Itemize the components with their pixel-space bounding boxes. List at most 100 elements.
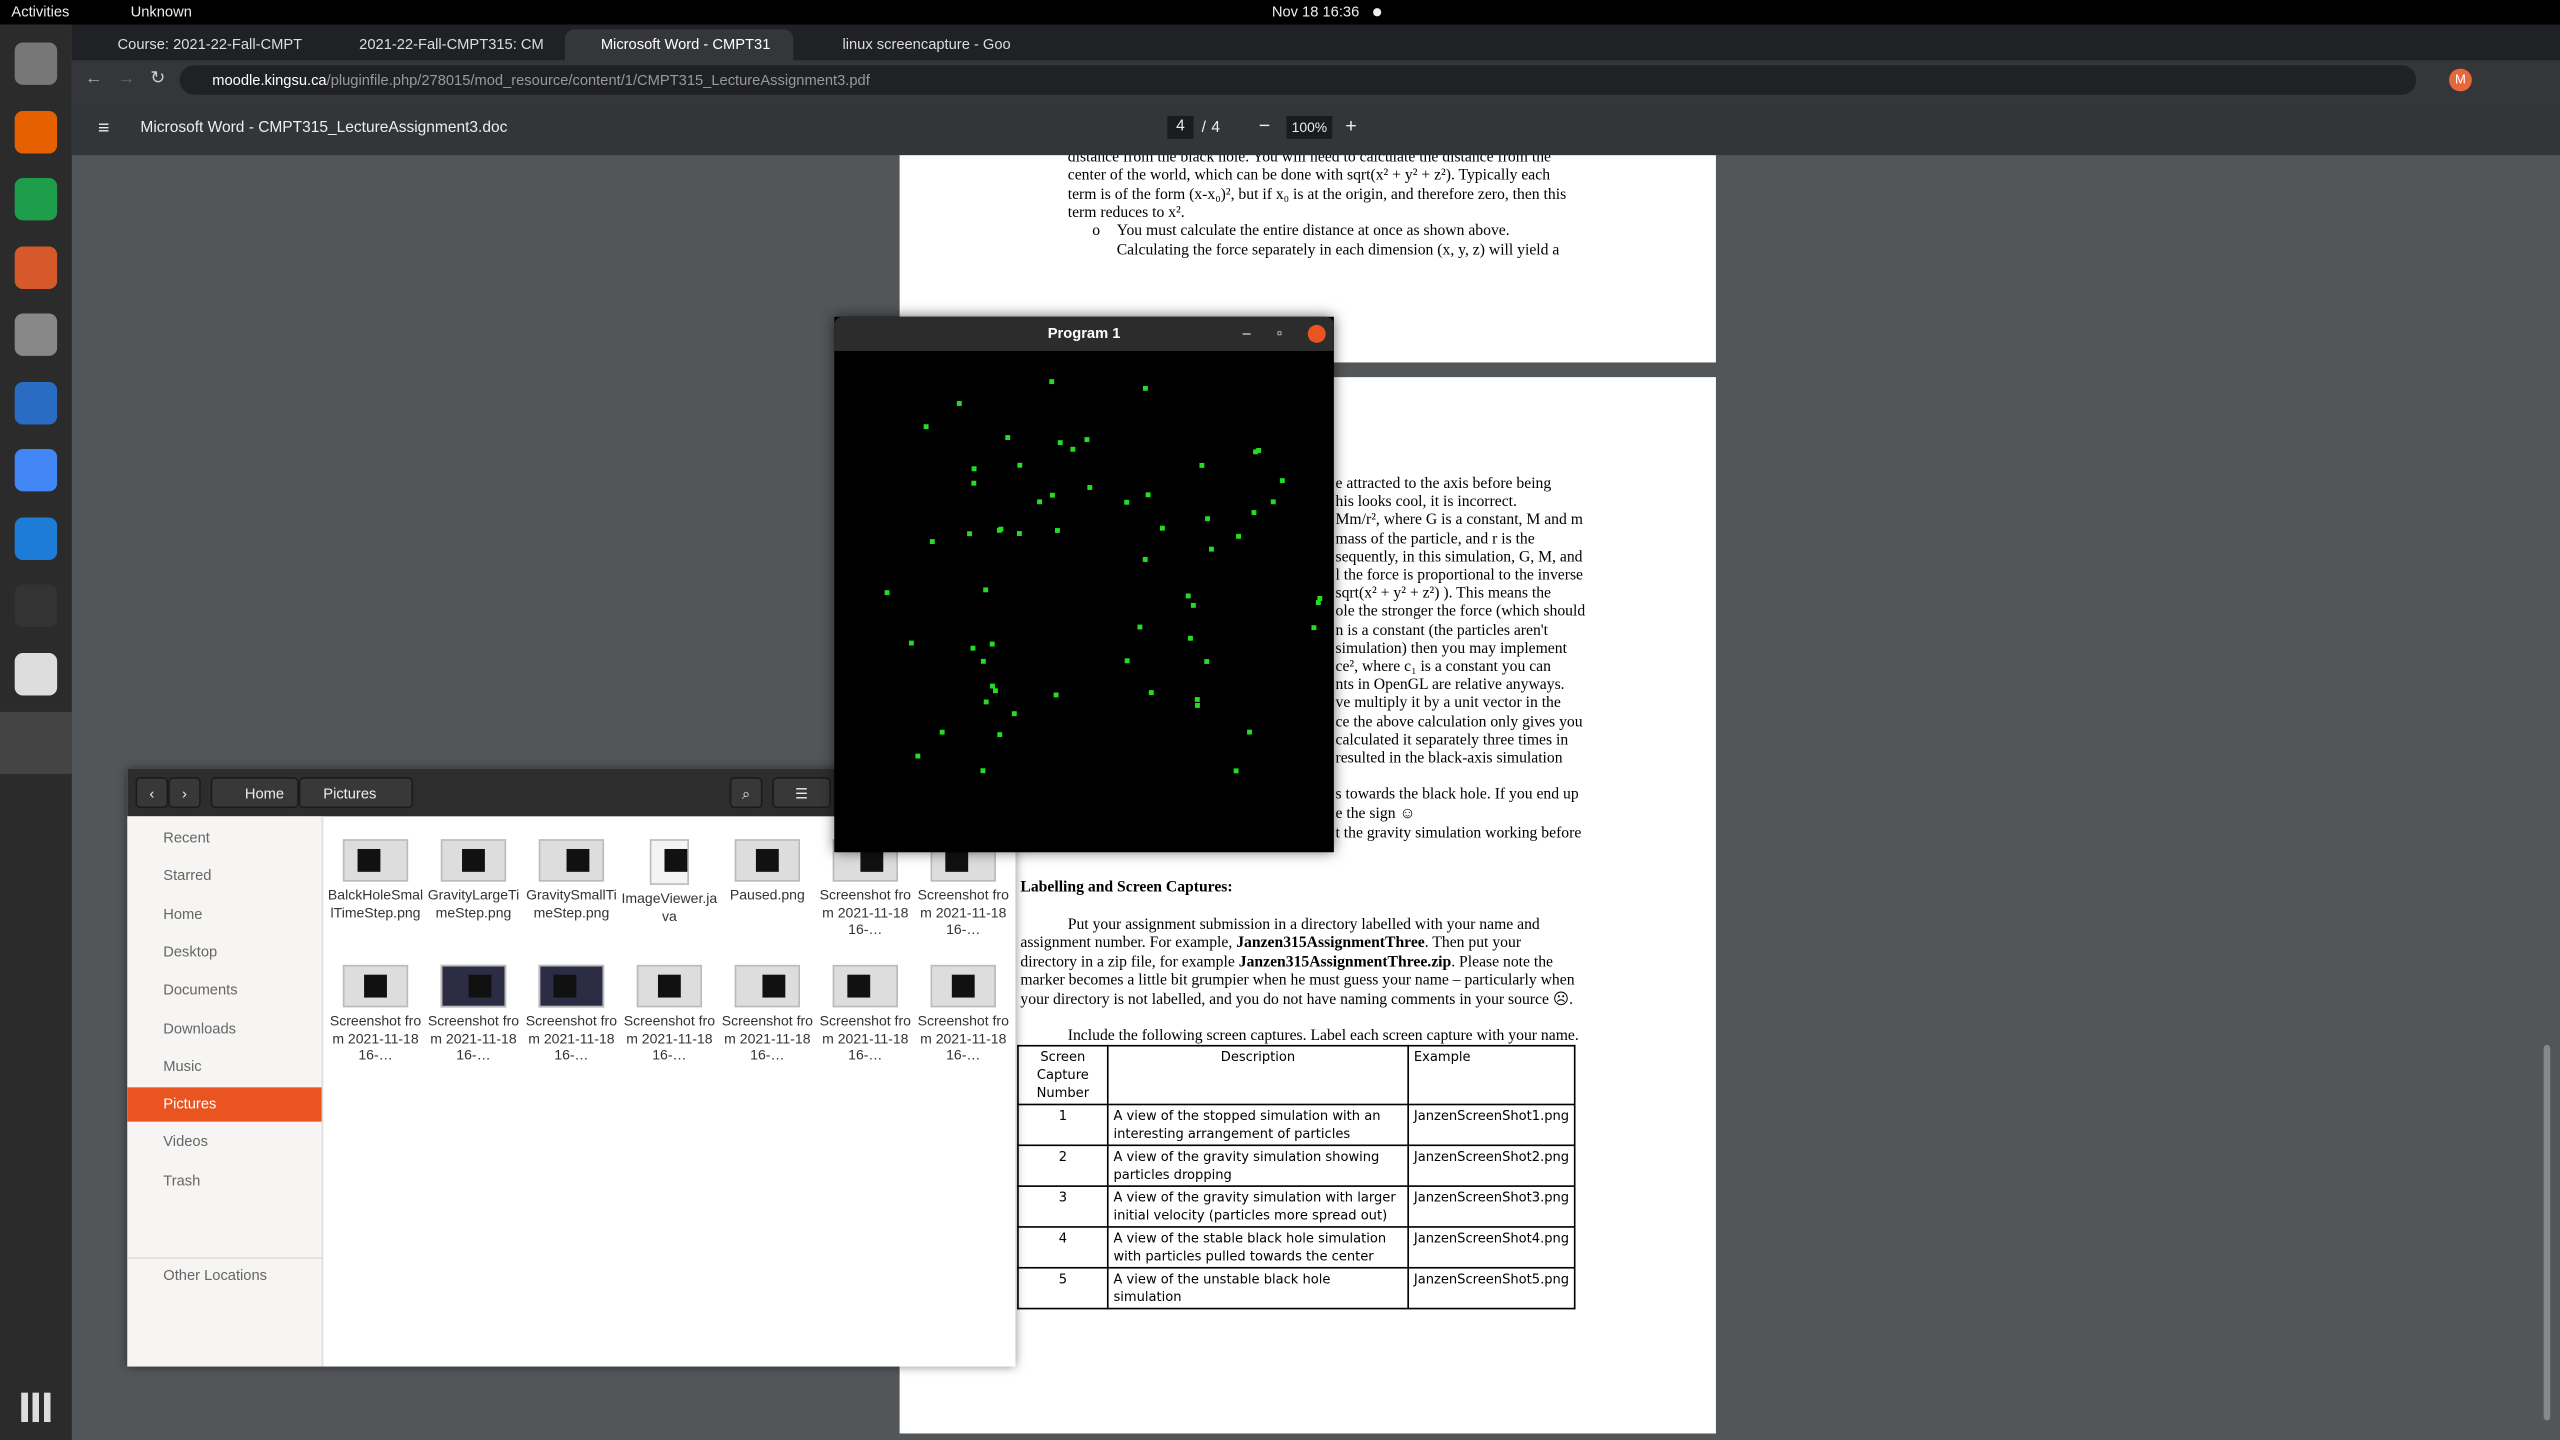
menu[interactable]: ≡: [97, 115, 110, 139]
particle: [967, 531, 972, 537]
file[interactable]: Screenshot from 2021-11-18 16-…: [914, 839, 1012, 938]
tab[interactable]: linux screencapture - Goo: [842, 35, 1011, 53]
activities[interactable]: Activities: [11, 3, 70, 20]
particle: [915, 753, 921, 759]
table-cell: A view of the gravity simulation showing…: [1106, 1144, 1409, 1187]
tab[interactable]: Course: 2021-22-Fall-CMPT: [117, 35, 303, 53]
particle: [1053, 692, 1059, 698]
tab[interactable]: Microsoft Word - CMPT31: [564, 29, 794, 61]
dock-icon[interactable]: [14, 584, 58, 627]
file[interactable]: ImageViewer.java: [620, 839, 718, 924]
maximize[interactable]: ▫: [1276, 324, 1282, 342]
doc-line: Include the following screen captures. L…: [1067, 1026, 1579, 1045]
close[interactable]: [1307, 324, 1326, 343]
file[interactable]: GravitySmallTimeStep.png: [522, 839, 620, 921]
doc-line: term reduces to x².: [1067, 203, 1185, 222]
omnibox[interactable]: moodle.kingsu.ca/pluginfile.php/278015/m…: [179, 65, 2417, 95]
doc-line: your directory is not labelled, and you …: [1020, 990, 1573, 1008]
page-input[interactable]: 4: [1167, 115, 1194, 139]
file[interactable]: Screenshot from 2021-11-18 16-…: [816, 964, 914, 1064]
thumb-dark: [847, 974, 871, 998]
app-menu[interactable]: Unknown: [130, 3, 192, 20]
dock-icon[interactable]: [14, 516, 58, 560]
dock: [0, 24, 72, 1440]
table-header: Screen Capture Number: [1017, 1044, 1109, 1106]
zoom-in[interactable]: +: [1345, 114, 1357, 138]
dock-icon[interactable]: [14, 110, 58, 153]
particle: [1054, 528, 1060, 533]
file-manager: ‹ › Home Pictures ⌕ ☰ Recent Starred Home D…: [127, 768, 1016, 1367]
doc-line: n is a constant (the particles aren't: [1335, 621, 1548, 640]
sidebar-item[interactable]: Home: [163, 905, 203, 922]
forward[interactable]: ›: [168, 777, 201, 809]
dock-icon[interactable]: [14, 42, 58, 85]
particle: [1070, 446, 1076, 452]
back[interactable]: ‹: [135, 777, 169, 809]
bullet: o: [1092, 222, 1101, 240]
sidebar-item[interactable]: Trash: [163, 1171, 201, 1189]
path-current[interactable]: Pictures: [298, 777, 414, 809]
particle: [1057, 440, 1063, 446]
tab[interactable]: 2021-22-Fall-CMPT315: CM: [359, 35, 544, 53]
sidebar-item[interactable]: Pictures: [127, 1087, 322, 1122]
clock[interactable]: Nov 18 16:36: [1271, 3, 1360, 20]
file[interactable]: Screenshot from 2021-11-18 16-…: [816, 839, 914, 938]
text-run: Put your assignment submission in a dire…: [1067, 915, 1540, 934]
file[interactable]: Screenshot from 2021-11-18 16-…: [424, 964, 522, 1064]
sidebar-item[interactable]: Desktop: [163, 943, 218, 960]
particle: [992, 688, 998, 694]
thumb-dark: [860, 848, 884, 872]
file[interactable]: Screenshot from 2021-11-18 16-…: [718, 964, 816, 1064]
particle: [929, 539, 935, 545]
back[interactable]: ←: [84, 68, 103, 89]
scrollbar[interactable]: [2543, 1044, 2551, 1421]
particle: [1256, 448, 1262, 453]
file[interactable]: Screenshot from 2021-11-18 16-…: [327, 964, 425, 1064]
thumbnail: [636, 964, 703, 1008]
path-home[interactable]: Home: [210, 777, 299, 809]
table-cell: 3: [1017, 1185, 1109, 1228]
dock-icon[interactable]: [14, 245, 58, 289]
pdf-title: Microsoft Word - CMPT315_LectureAssignme…: [140, 119, 508, 138]
reload[interactable]: ↻: [150, 68, 166, 89]
dock-icon[interactable]: [14, 652, 58, 695]
particle: [971, 466, 977, 472]
doc-line: Put your assignment submission in a dire…: [1068, 916, 1540, 934]
dock-icon[interactable]: [14, 381, 58, 424]
zoom[interactable]: 100%: [1286, 115, 1333, 139]
top-bar: Activities Unknown Nov 18 16:36: [0, 0, 2560, 25]
sidebar-item[interactable]: Videos: [163, 1133, 208, 1151]
sidebar-item[interactable]: Documents: [163, 981, 238, 998]
dock-icon[interactable]: [14, 448, 58, 492]
profile[interactable]: M: [2448, 68, 2472, 92]
particle: [939, 729, 945, 735]
file[interactable]: BalckHoleSmallTimeStep.png: [327, 839, 425, 921]
app-grid[interactable]: [21, 1392, 51, 1423]
sidebar-item[interactable]: Other Locations: [127, 1257, 322, 1291]
particle: [1185, 593, 1191, 599]
particle: [1205, 516, 1210, 522]
program-window: Program 1 – ▫: [834, 316, 1334, 853]
dock-icon[interactable]: [14, 313, 58, 356]
doc-line: ole the stronger the force (which should: [1335, 603, 1586, 622]
forward[interactable]: →: [117, 68, 136, 89]
file[interactable]: Screenshot from 2021-11-18 16-…: [620, 964, 718, 1064]
table-cell: JanzenScreenShot3.png: [1407, 1185, 1576, 1228]
view[interactable]: ☰: [772, 777, 832, 809]
file[interactable]: Screenshot from 2021-11-18 16-…: [522, 964, 620, 1064]
sidebar-item[interactable]: Music: [163, 1057, 202, 1074]
thumbnail: [440, 964, 507, 1008]
sidebar-item[interactable]: Recent: [163, 829, 210, 846]
sidebar-item[interactable]: Downloads: [163, 1019, 236, 1036]
file[interactable]: Paused.png: [718, 839, 816, 903]
particle: [1194, 697, 1200, 702]
minimize[interactable]: –: [1242, 324, 1251, 342]
zoom-out[interactable]: −: [1258, 114, 1271, 138]
file[interactable]: Screenshot from 2021-11-18 16-…: [914, 964, 1012, 1064]
table-cell: 5: [1017, 1266, 1109, 1310]
dock-icon[interactable]: [14, 177, 58, 221]
file[interactable]: GravityLargeTimeStep.png: [424, 839, 522, 921]
search[interactable]: ⌕: [729, 777, 763, 809]
sidebar-item[interactable]: Starred: [163, 867, 212, 884]
